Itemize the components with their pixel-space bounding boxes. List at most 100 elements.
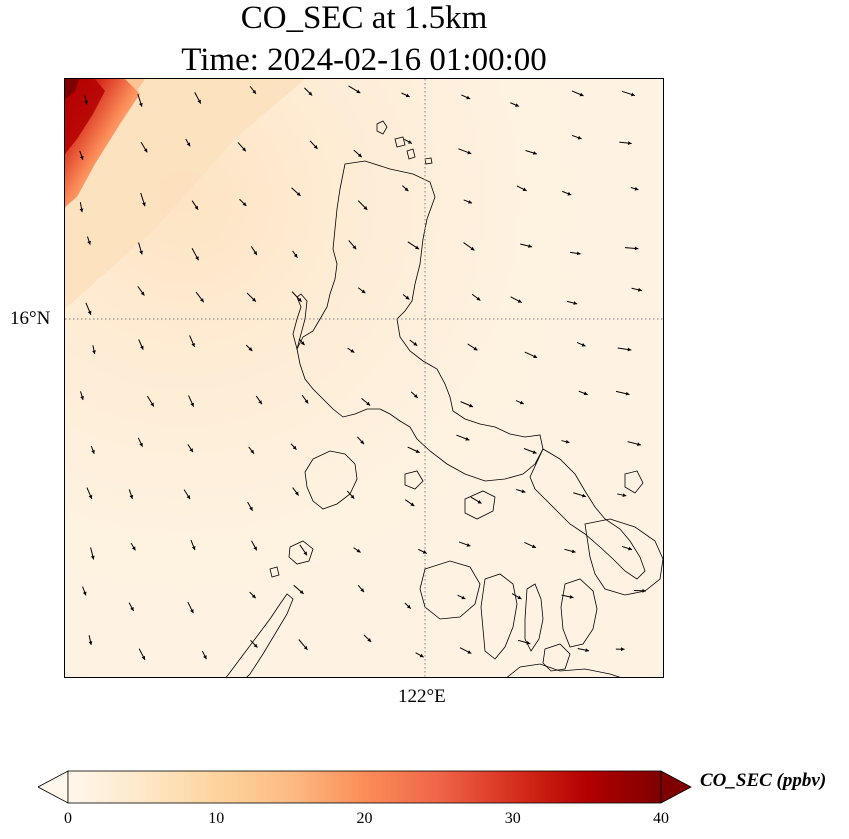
wind-arrow-head [190, 609, 194, 614]
wind-arrow-head [91, 449, 95, 454]
wind-arrow-head [304, 399, 309, 404]
wind-vectors [79, 85, 646, 661]
wind-arrow-head [422, 550, 427, 554]
wind-arrow-head [191, 546, 196, 551]
wind-arrow-head [357, 153, 362, 158]
coastlines [226, 120, 663, 677]
wind-arrow-head [79, 155, 84, 160]
wind-arrow-head [186, 495, 191, 500]
wind-arrow-head [363, 206, 368, 210]
negros-coast [480, 573, 518, 660]
leyte-coast [560, 578, 598, 648]
wind-arrow-head [517, 299, 522, 303]
wind-arrow-head [194, 205, 199, 210]
wind-arrow-head [87, 310, 92, 315]
wind-arrow-head [515, 103, 520, 107]
wind-arrow-head [87, 240, 91, 245]
wind-arrow-head [476, 296, 481, 301]
mindoro-coast [304, 450, 358, 510]
wind-arrow-head [79, 208, 84, 213]
wind-arrow-head [141, 655, 146, 660]
wind-arrow-head [303, 645, 308, 650]
wind-arrow-head [628, 546, 633, 551]
wind-arrow-head [92, 350, 96, 355]
wind-arrow-head [203, 655, 207, 660]
masbate-coast [464, 490, 496, 520]
wind-arrow-head [407, 140, 412, 144]
cebu-coast [524, 583, 544, 652]
wind-arrow-head [519, 400, 524, 405]
wind-arrow-head [129, 494, 134, 499]
wind-arrow-head [410, 502, 415, 507]
wind-arrow-head [532, 450, 537, 454]
wind-arrow-head [573, 301, 578, 305]
bohol-coast [542, 643, 571, 672]
colorbar-extend-low [37, 770, 69, 804]
wind-arrow-head [470, 246, 475, 251]
wind-arrow-head [634, 246, 639, 251]
wind-arrow-head [131, 546, 136, 551]
wind-arrow-head [80, 396, 84, 400]
wind-arrow-head [532, 151, 537, 155]
longitude-label: 122°E [398, 686, 446, 707]
wind-arrow-head [82, 591, 87, 596]
wind-arrow-head [634, 186, 639, 191]
colorbar-extend-high [660, 770, 692, 804]
wind-arrow-head [577, 135, 582, 140]
wind-arrow-head [296, 192, 301, 196]
wind-arrow-head [467, 150, 472, 155]
wind-arrow-head [405, 93, 410, 98]
panay-coast [419, 560, 481, 620]
wind-arrow-head [582, 493, 586, 498]
wind-arrow-head [249, 506, 253, 511]
wind-arrow-head [88, 641, 93, 645]
wind-arrow-head [186, 142, 191, 147]
colorbar-bar [67, 770, 662, 804]
wind-arrow-head [200, 298, 204, 303]
wind-arrow-head [367, 638, 372, 642]
palawan-coast [226, 593, 294, 677]
wind-arrow-head [356, 548, 361, 553]
wind-arrow-head [405, 295, 410, 300]
wind-arrow-head [637, 442, 641, 446]
island-north-4 [424, 157, 433, 165]
wind-arrow-head [581, 343, 586, 347]
wind-arrow-head [565, 439, 570, 444]
wind-arrow-head [140, 291, 145, 296]
wind-arrow-head [88, 494, 93, 499]
island-north-3 [406, 148, 416, 160]
wind-arrow-head [477, 500, 482, 504]
wind-arrow-head [473, 346, 478, 351]
luzon-coast [296, 160, 544, 482]
wind-arrow-head [361, 289, 366, 294]
wind-arrow-head [630, 92, 635, 97]
wind-arrow-head [251, 594, 256, 599]
wind-arrow-head [253, 251, 257, 255]
wind-arrow-head [189, 448, 193, 453]
wind-arrow-head [576, 251, 581, 256]
wind-arrow-head [533, 354, 538, 359]
wind-arrow-head [138, 102, 143, 107]
wind-arrow-head [293, 253, 298, 258]
wind-arrow-head [252, 297, 256, 302]
wind-arrow-head [350, 494, 355, 499]
wind-arrow-head [130, 606, 134, 611]
wind-arrow-head [197, 99, 201, 104]
wind-arrow-head [308, 91, 313, 96]
colorbar-svg [37, 770, 692, 804]
wind-arrow-head [366, 401, 371, 406]
colorbar-tick-30: 30 [504, 810, 521, 827]
colorbar-tick-10: 10 [208, 810, 225, 827]
wind-arrow-head [415, 449, 420, 453]
wind-arrow-head [531, 544, 536, 549]
wind-arrow-head [294, 491, 299, 496]
samar-coast [584, 518, 663, 596]
island-north-1 [376, 120, 388, 135]
wind-arrow-head [252, 89, 256, 94]
wind-arrow-head [292, 445, 297, 450]
wind-arrow-head [143, 148, 148, 153]
wind-arrow-head [242, 202, 247, 206]
wind-arrow-head [195, 256, 199, 261]
wind-arrow-head [413, 394, 418, 398]
wind-arrow-head [299, 590, 304, 594]
